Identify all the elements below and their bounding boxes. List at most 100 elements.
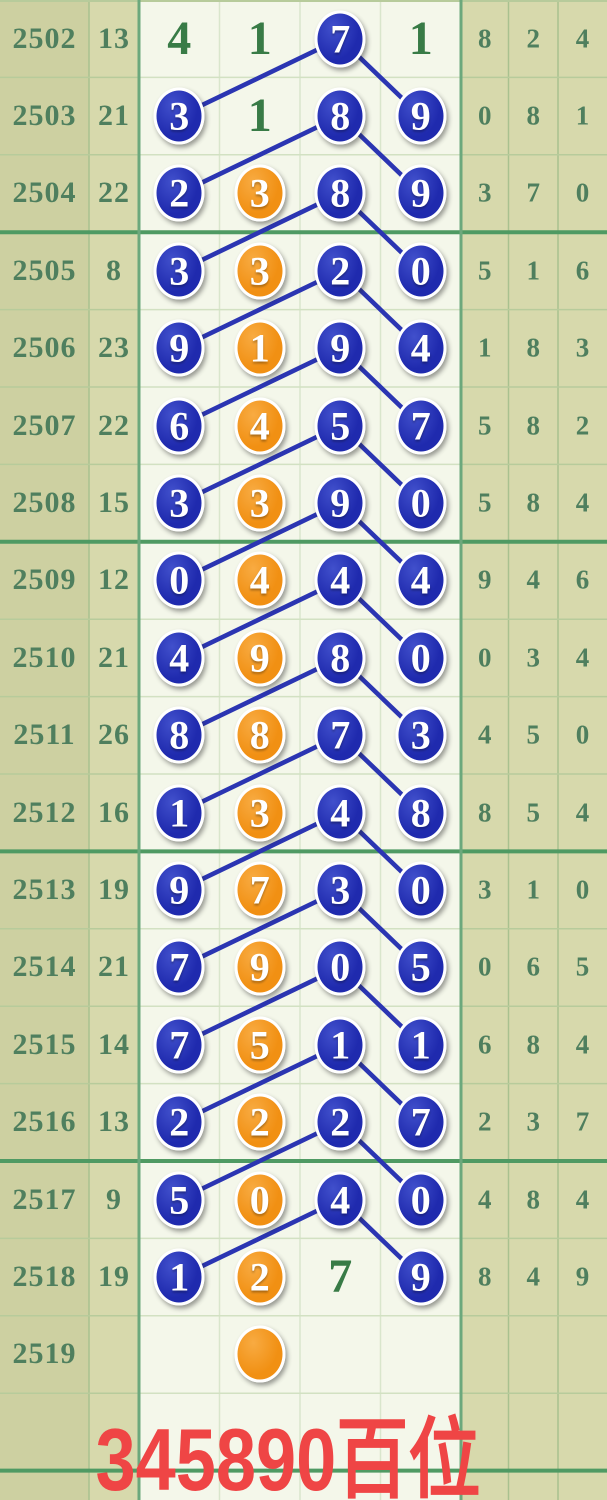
right-stat-cell: 4 [526,1261,540,1292]
right-stat-cell: 0 [477,951,492,982]
period-cell: 2512 [12,795,77,829]
blue-ball: 4 [395,551,447,609]
orange-ball: 2 [234,1248,286,1306]
orange-ball: 0 [234,1171,286,1229]
right-stat-cell: 4 [575,1184,590,1215]
sum-cell: 21 [98,99,130,133]
table-row-2507: 2507 22 6 4 5 7 5 8 2 [0,387,607,464]
right-stat-cell: 3 [575,332,590,363]
blue-ball: 7 [314,706,366,764]
blue-ball: 8 [395,784,447,842]
chart-caption: 345890百位 [95,1410,481,1500]
right-stat-cell: 8 [526,487,540,518]
blue-ball: 0 [153,551,205,609]
period-cell: 2515 [12,1027,77,1061]
orange-ball: 1 [234,319,286,377]
period-cell: 2511 [13,718,76,752]
blue-ball: 7 [153,1016,205,1074]
orange-ball: 5 [234,1016,286,1074]
sum-cell: 19 [98,873,130,907]
blue-ball: 8 [314,164,366,222]
right-stat-cell: 0 [477,100,492,131]
right-stat-cell: 5 [477,410,492,441]
orange-ball: 4 [234,551,286,609]
orange-ball: 7 [234,861,286,919]
period-cell: 2505 [12,253,77,287]
table-row-2508: 2508 15 3 3 9 0 5 8 4 [0,464,607,541]
blue-ball: 8 [314,629,366,687]
period-cell: 2513 [12,873,77,907]
right-stat-cell: 3 [477,874,492,905]
right-stat-cell: 7 [575,1106,590,1137]
chart-number-plain: 1 [247,11,272,65]
period-cell: 2510 [12,640,77,674]
right-stat-cell: 6 [526,951,540,982]
right-stat-cell: 8 [526,1029,540,1060]
period-cell: 2502 [12,21,77,55]
blue-ball: 7 [395,1093,447,1151]
blue-ball: 3 [395,706,447,764]
blue-ball: 9 [314,319,366,377]
right-stat-cell: 4 [575,1029,590,1060]
blue-ball: 7 [314,10,366,68]
table-row-2510: 2510 21 4 9 8 0 0 3 4 [0,619,607,696]
right-stat-cell: 5 [575,951,590,982]
right-stat-cell: 4 [575,642,590,673]
blue-ball: 9 [395,87,447,145]
blue-ball: 3 [153,474,205,532]
blue-ball: 0 [395,242,447,300]
sum-cell: 21 [98,950,130,984]
table-row-2517: 2517 9 5 0 4 0 4 8 4 [0,1161,607,1238]
sum-cell: 15 [98,486,130,520]
sum-cell: 9 [106,1182,122,1216]
blue-ball: 7 [153,938,205,996]
right-stat-cell: 6 [477,1029,492,1060]
orange-ball: 9 [234,938,286,996]
right-stat-cell: 8 [526,100,540,131]
chart-number-plain: 4 [167,11,192,65]
period-cell: 2506 [12,331,77,365]
right-stat-cell: 9 [477,564,492,595]
blue-ball: 4 [314,551,366,609]
table-row-2518: 2518 19 1 2 7 9 8 4 9 [0,1238,607,1315]
orange-ball: 3 [234,474,286,532]
orange-ball: 3 [234,164,286,222]
right-stat-cell: 3 [526,642,540,673]
blue-ball: 0 [314,938,366,996]
right-stat-cell: 0 [575,177,590,208]
right-stat-cell: 0 [575,874,590,905]
orange-ball: 3 [234,242,286,300]
right-stat-cell: 2 [477,1106,492,1137]
right-stat-cell: 8 [477,797,492,828]
blue-ball: 5 [314,397,366,455]
right-stat-cell: 3 [477,177,492,208]
right-stat-cell: 3 [526,1106,540,1137]
period-cell: 2514 [12,950,77,984]
blue-ball: 5 [395,938,447,996]
table-row-2505: 2505 8 3 3 2 0 5 1 6 [0,232,607,309]
table-row-2519: 2519 [0,1316,607,1393]
sum-cell: 13 [98,21,130,55]
blue-ball: 4 [153,629,205,687]
period-cell: 2508 [12,486,77,520]
right-stat-cell: 5 [526,797,540,828]
table-row-2516: 2516 13 2 2 2 7 2 3 7 [0,1084,607,1161]
right-stat-cell: 1 [526,255,540,286]
blue-ball: 1 [395,1016,447,1074]
blue-ball: 8 [314,87,366,145]
table-row-2511: 2511 26 8 8 7 3 4 5 0 [0,697,607,774]
right-stat-cell: 5 [526,719,540,750]
right-stat-cell: 4 [526,564,540,595]
blue-ball: 6 [153,397,205,455]
sum-cell: 23 [98,331,130,365]
blue-ball: 2 [314,1093,366,1151]
blue-ball: 4 [314,784,366,842]
right-stat-cell: 8 [477,23,492,54]
blue-ball: 3 [314,861,366,919]
right-stat-cell: 6 [575,564,590,595]
blue-ball: 9 [153,861,205,919]
right-stat-cell: 1 [575,100,590,131]
right-stat-cell: 5 [477,255,492,286]
sum-cell: 12 [98,563,130,597]
orange-ball: 9 [234,629,286,687]
